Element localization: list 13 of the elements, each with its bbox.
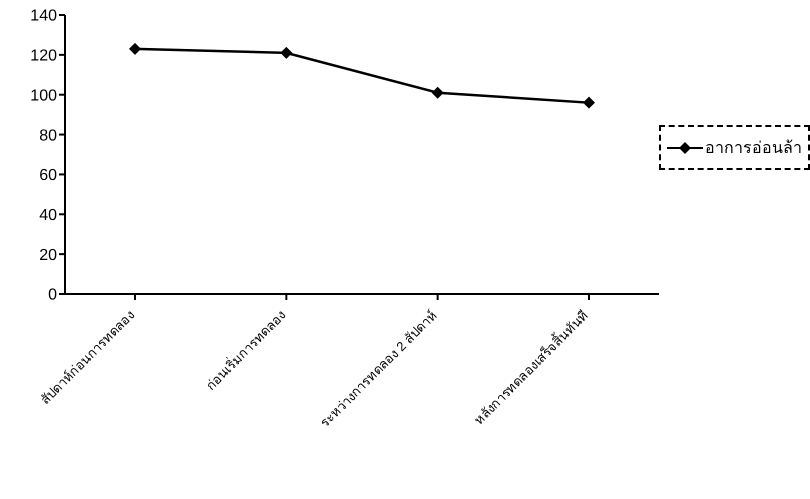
point	[280, 46, 292, 59]
point	[129, 42, 141, 55]
y-tick-label: 40	[39, 206, 58, 224]
legend-label: อาการอ่อนล้า	[705, 138, 802, 159]
y-tick-label: 60	[39, 167, 58, 184]
point	[583, 96, 595, 109]
y-tick-label: 140	[30, 8, 58, 25]
y-tick-label: 120	[30, 48, 58, 65]
y-tick-label: 80	[39, 127, 58, 144]
y-tick-label: 20	[39, 246, 58, 264]
point	[432, 86, 444, 99]
y-tick-label: 0	[48, 286, 58, 304]
y-tick-label: 100	[30, 87, 58, 104]
